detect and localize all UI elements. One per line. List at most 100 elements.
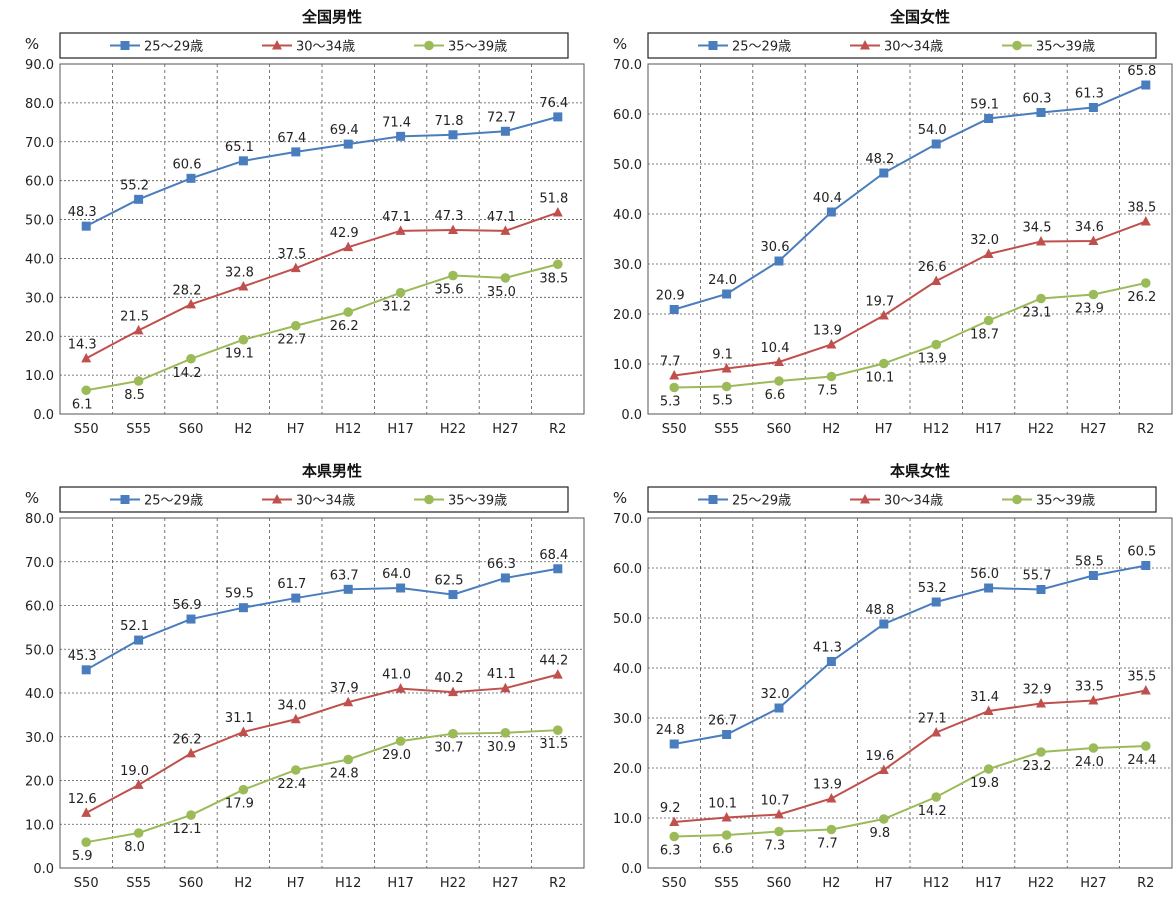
data-point: [500, 573, 510, 583]
y-tick-label: 80.0: [25, 97, 54, 112]
data-label: 10.4: [761, 341, 790, 356]
data-label: 52.1: [120, 619, 149, 634]
legend-marker: [424, 40, 434, 51]
data-label: 64.0: [382, 567, 411, 582]
legend-marker: [424, 494, 434, 505]
data-label: 6.3: [660, 844, 681, 859]
data-label: 32.0: [970, 233, 999, 248]
data-point: [1036, 108, 1046, 117]
data-label: 48.8: [865, 603, 894, 618]
data-point: [238, 280, 249, 291]
data-label: 14.2: [918, 804, 947, 819]
data-point: [931, 275, 942, 285]
x-tick-label: S60: [179, 876, 204, 891]
data-point: [774, 256, 784, 266]
data-label: 19.0: [120, 764, 149, 779]
x-tick-label: H27: [1080, 422, 1106, 437]
data-point: [238, 784, 249, 795]
y-tick-label: 50.0: [25, 214, 54, 229]
legend-label: 30～34歳: [884, 494, 943, 509]
y-tick-label: 0.0: [621, 862, 642, 877]
data-label: 22.4: [277, 777, 306, 792]
data-point: [134, 635, 144, 645]
data-point: [1088, 103, 1098, 112]
x-tick-label: H22: [1028, 876, 1054, 891]
data-label: 32.8: [225, 265, 254, 280]
data-label: 34.6: [1075, 220, 1104, 235]
data-label: 60.6: [173, 157, 202, 172]
data-label: 59.1: [970, 98, 999, 113]
data-point: [669, 370, 680, 380]
data-point: [500, 273, 511, 283]
data-point: [1088, 235, 1099, 245]
series-line: [674, 220, 1147, 377]
data-point: [343, 307, 354, 317]
legend-marker: [120, 41, 130, 50]
y-tick-label: 40.0: [25, 252, 54, 267]
legend-box: [647, 32, 1157, 59]
data-label: 31.2: [382, 300, 411, 315]
legend-marker: [120, 495, 130, 504]
x-tick-label: H7: [875, 422, 893, 437]
x-tick-label: H17: [975, 422, 1001, 437]
x-tick-label: S55: [126, 876, 151, 891]
legend: 25～29歳 30～34歳 35～39歳: [59, 486, 569, 513]
data-point: [983, 764, 994, 774]
data-label: 37.5: [277, 247, 306, 262]
x-tick-label: H17: [387, 876, 413, 891]
legend-label: 25～29歳: [732, 494, 791, 509]
data-label: 38.5: [539, 271, 568, 286]
data-label: 33.5: [1075, 680, 1104, 695]
chart-svg: 本県男性% 25～29歳 30～34歳 35～39歳 0.0 10.0 20.0 30.0 40…: [25, 462, 585, 891]
data-point: [552, 207, 563, 217]
data-label: 7.7: [817, 837, 838, 852]
y-tick-label: 40.0: [25, 687, 54, 702]
legend: 25～29歳 30～34歳 35～39歳: [647, 486, 1157, 513]
legend-marker: [708, 495, 718, 504]
data-label: 34.0: [277, 698, 306, 713]
data-label: 13.9: [918, 352, 947, 367]
y-tick-label: 20.0: [25, 775, 54, 790]
y-axis-unit-label: %: [25, 35, 39, 53]
data-point: [879, 619, 889, 629]
y-tick-label: 30.0: [25, 731, 54, 746]
data-point: [983, 248, 994, 258]
data-label: 8.0: [124, 840, 145, 855]
series-35-39: 6.3 6.6 7.3 7.7 9.8 14.2 19.8 23.2 24.0 24.4: [660, 741, 1156, 859]
x-tick-label: H17: [975, 876, 1001, 891]
data-point: [553, 564, 563, 574]
data-point: [722, 289, 732, 299]
data-point: [133, 376, 144, 386]
x-tick-label: R2: [1137, 422, 1154, 437]
legend-label: 35～39歳: [448, 494, 507, 509]
data-point: [448, 590, 458, 600]
data-point: [721, 830, 732, 840]
y-tick-label: 60.0: [613, 108, 642, 123]
legend-label: 30～34歳: [884, 40, 943, 55]
data-label: 41.1: [487, 667, 516, 682]
data-point: [238, 726, 249, 736]
legend-marker: [272, 494, 282, 504]
x-tick-label: S55: [714, 876, 739, 891]
data-point: [669, 816, 680, 826]
data-label: 12.6: [68, 792, 97, 807]
data-label: 61.3: [1075, 87, 1104, 102]
data-label: 71.8: [435, 114, 464, 129]
data-point: [826, 371, 837, 382]
data-point: [1088, 695, 1099, 705]
chart-prefecture-female: 本県女性% 25～29歳 30～34歳 35～39歳 0.0 10.0 20.0 30.0 40…: [588, 454, 1176, 908]
data-label: 19.8: [970, 776, 999, 791]
data-label: 61.7: [277, 577, 306, 592]
data-label: 65.1: [225, 140, 254, 155]
data-label: 31.4: [970, 690, 999, 705]
data-point: [931, 727, 942, 737]
data-point: [238, 334, 249, 345]
data-label: 30.7: [435, 741, 464, 756]
data-label: 19.1: [225, 347, 254, 362]
data-label: 72.7: [487, 110, 516, 125]
data-label: 26.2: [330, 319, 359, 334]
data-point: [500, 682, 511, 693]
data-label: 24.0: [708, 273, 737, 288]
data-point: [552, 669, 563, 679]
data-label: 23.1: [1023, 306, 1052, 321]
